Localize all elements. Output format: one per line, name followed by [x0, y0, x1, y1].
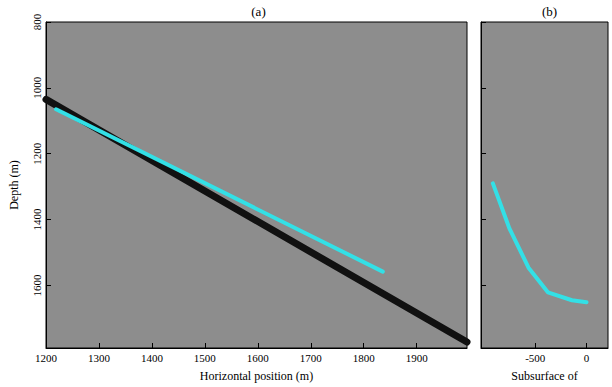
svg-text:1000: 1000 [31, 76, 43, 99]
svg-text:-500: -500 [525, 352, 546, 364]
svg-text:1200: 1200 [35, 352, 58, 364]
svg-text:1300: 1300 [88, 352, 111, 364]
svg-text:1800: 1800 [353, 352, 376, 364]
svg-text:1900: 1900 [406, 352, 429, 364]
svg-text:1200: 1200 [31, 142, 43, 165]
svg-text:1500: 1500 [194, 352, 217, 364]
svg-text:Depth (m): Depth (m) [7, 160, 21, 210]
svg-text:Subsurface of: Subsurface of [511, 369, 577, 383]
svg-text:800: 800 [31, 13, 43, 30]
svg-text:(a): (a) [251, 4, 265, 19]
svg-text:1600: 1600 [247, 352, 270, 364]
svg-text:(b): (b) [542, 4, 557, 19]
svg-text:1400: 1400 [31, 208, 43, 231]
svg-text:1700: 1700 [300, 352, 323, 364]
svg-text:1400: 1400 [141, 352, 164, 364]
svg-text:Horizontal position (m): Horizontal position (m) [200, 369, 313, 383]
svg-text:0: 0 [584, 352, 590, 364]
svg-text:1600: 1600 [31, 274, 43, 297]
